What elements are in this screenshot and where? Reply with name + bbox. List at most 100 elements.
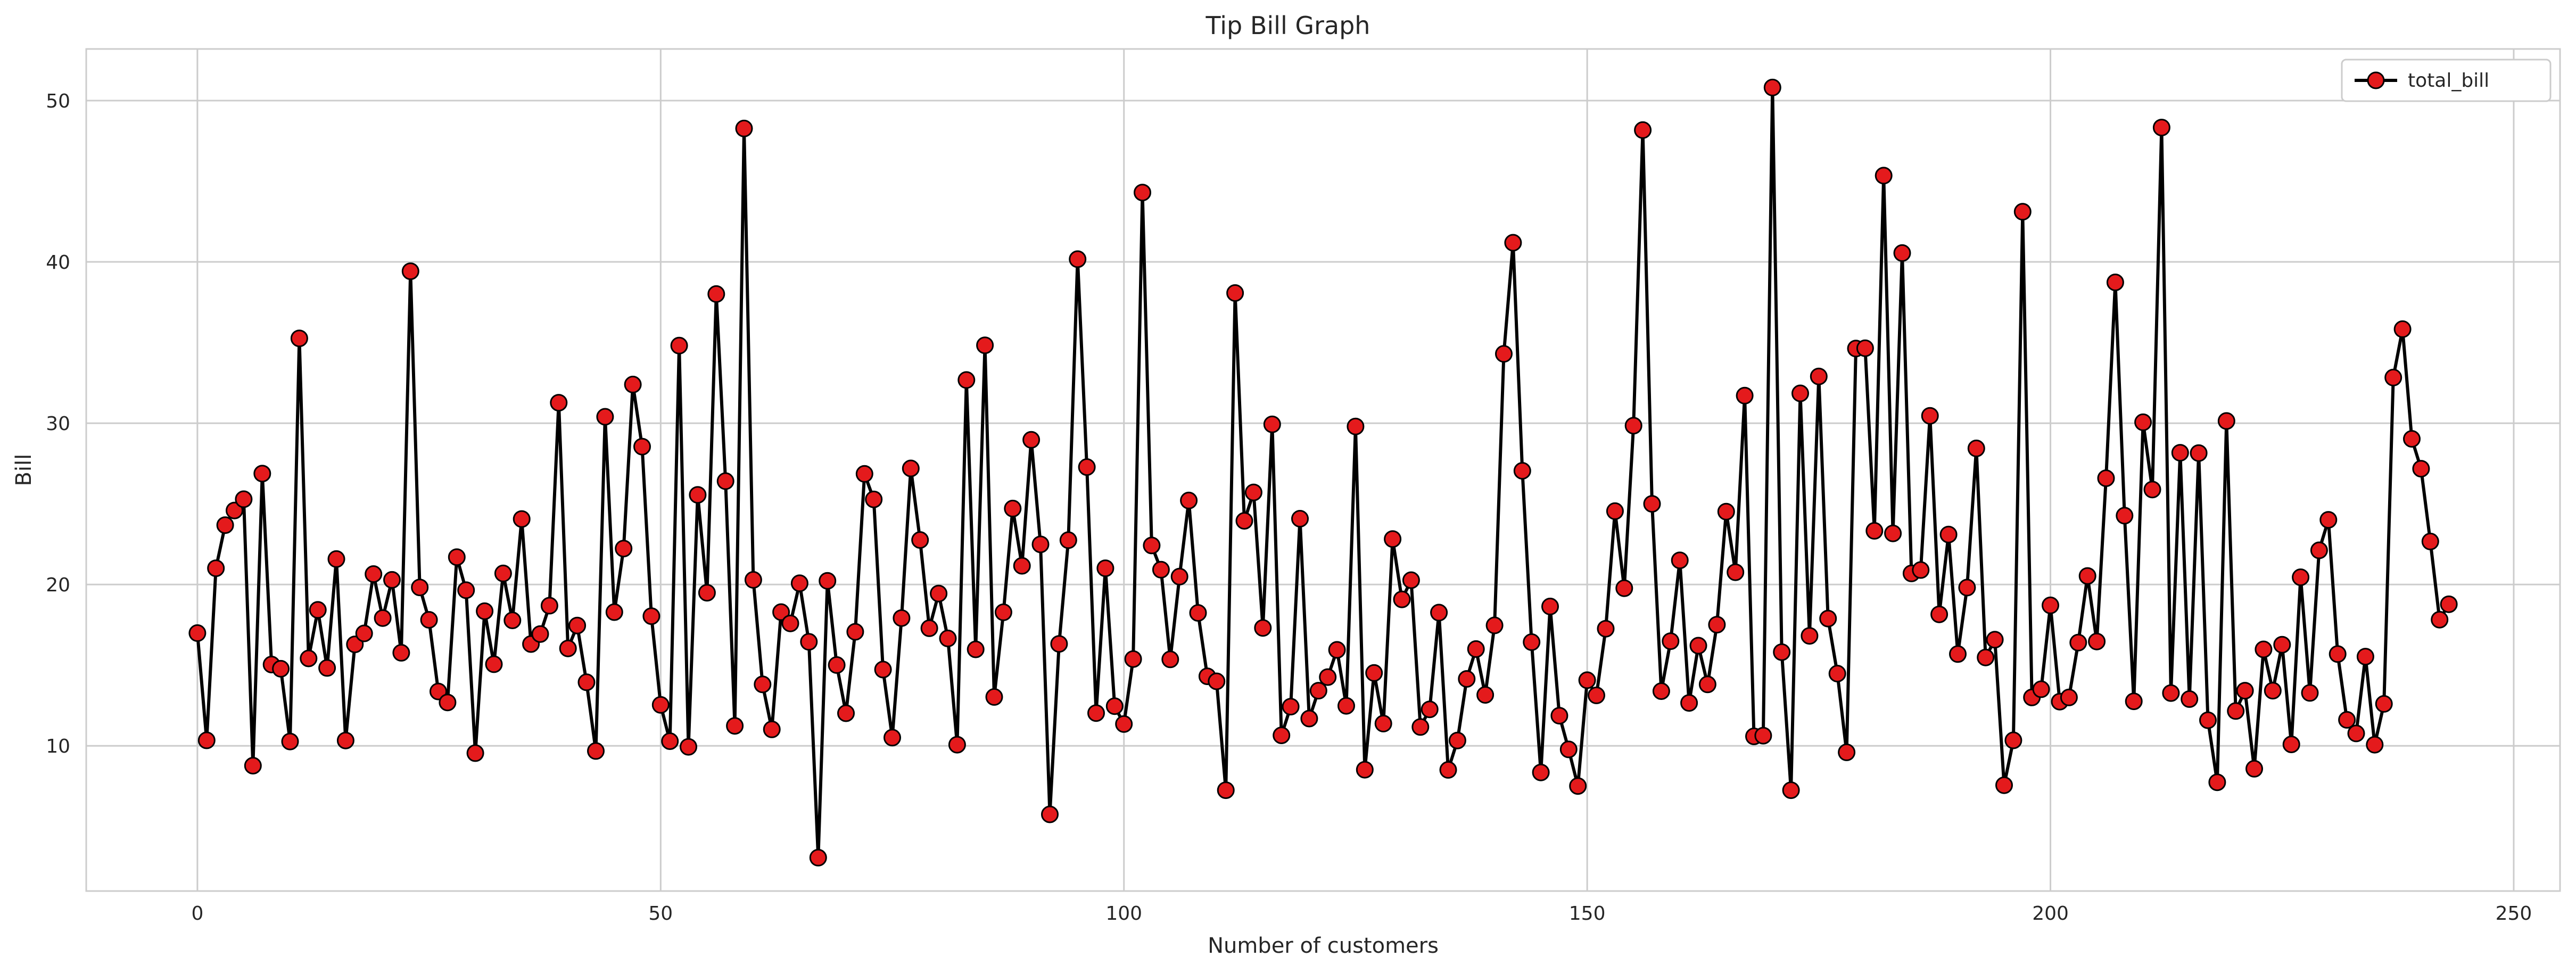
data-point bbox=[374, 609, 392, 627]
data-point bbox=[967, 640, 985, 658]
data-point bbox=[1977, 648, 1995, 666]
data-point bbox=[318, 659, 336, 677]
data-point bbox=[1384, 530, 1402, 548]
data-point bbox=[1439, 761, 1457, 779]
data-point bbox=[1300, 710, 1318, 728]
data-point bbox=[1958, 579, 1976, 597]
data-point bbox=[2227, 702, 2245, 720]
plot-area-frame bbox=[85, 48, 2561, 892]
data-point bbox=[281, 732, 299, 751]
data-point bbox=[2069, 633, 2087, 652]
data-point bbox=[1930, 605, 1948, 623]
data-point bbox=[2078, 567, 2096, 585]
data-point bbox=[420, 611, 438, 629]
data-point bbox=[577, 673, 596, 691]
data-point bbox=[207, 559, 225, 578]
x-tick-label: 50 bbox=[648, 903, 673, 925]
chart-title: Tip Bill Graph bbox=[1206, 11, 1370, 40]
data-point bbox=[1893, 244, 1911, 262]
data-point bbox=[2393, 320, 2412, 338]
data-point bbox=[466, 744, 484, 762]
y-tick-label: 50 bbox=[46, 90, 70, 112]
y-tick-label: 10 bbox=[46, 736, 70, 757]
data-point bbox=[726, 717, 744, 735]
data-point bbox=[1588, 686, 1605, 704]
data-point bbox=[642, 607, 660, 625]
data-point bbox=[948, 736, 966, 754]
data-point bbox=[1671, 551, 1689, 570]
data-point bbox=[2264, 682, 2282, 700]
data-point bbox=[1875, 167, 1893, 185]
data-point bbox=[661, 732, 679, 750]
data-point bbox=[2403, 430, 2421, 448]
data-point bbox=[1282, 698, 1300, 716]
data-point bbox=[476, 602, 494, 620]
data-point bbox=[809, 848, 827, 867]
data-point bbox=[1559, 740, 1578, 758]
x-tick-label: 200 bbox=[2032, 903, 2069, 925]
data-point bbox=[1180, 491, 1198, 509]
data-point bbox=[1356, 761, 1374, 779]
data-point bbox=[1448, 731, 1466, 749]
data-point bbox=[540, 597, 558, 615]
data-point bbox=[2032, 680, 2050, 698]
data-point bbox=[1541, 597, 1559, 615]
data-point bbox=[865, 490, 883, 508]
legend: total_bill bbox=[2341, 59, 2552, 102]
data-point bbox=[401, 262, 419, 281]
data-point bbox=[1291, 510, 1309, 527]
data-point bbox=[1532, 763, 1550, 781]
data-point bbox=[531, 625, 549, 643]
data-point bbox=[846, 623, 864, 641]
data-point bbox=[1801, 627, 1819, 645]
data-point bbox=[1402, 571, 1420, 589]
data-point bbox=[1949, 645, 1967, 663]
data-point bbox=[680, 738, 697, 756]
x-tick-label: 250 bbox=[2496, 903, 2532, 925]
data-point bbox=[1273, 727, 1291, 744]
data-point bbox=[2097, 469, 2115, 487]
data-point bbox=[1096, 559, 1114, 578]
data-point bbox=[1634, 121, 1652, 139]
data-point bbox=[2152, 119, 2170, 137]
data-point bbox=[1078, 458, 1096, 476]
data-point bbox=[2013, 203, 2032, 221]
data-point bbox=[2356, 648, 2374, 666]
data-point bbox=[1754, 727, 1772, 745]
data-point bbox=[1523, 633, 1541, 651]
data-point bbox=[1504, 234, 1522, 252]
data-point bbox=[800, 633, 818, 651]
data-point bbox=[1662, 632, 1680, 650]
data-point bbox=[911, 531, 929, 549]
data-point bbox=[1838, 743, 1856, 761]
legend-box bbox=[2341, 59, 2552, 102]
data-point bbox=[2375, 695, 2393, 713]
data-point bbox=[902, 459, 920, 477]
data-point bbox=[2319, 511, 2338, 529]
data-point bbox=[716, 472, 734, 490]
data-point bbox=[1217, 781, 1235, 799]
data-point bbox=[994, 603, 1012, 621]
data-point bbox=[2347, 724, 2365, 743]
data-point bbox=[2338, 711, 2356, 729]
data-point bbox=[365, 565, 383, 583]
data-point bbox=[568, 616, 587, 634]
data-point bbox=[1254, 619, 1272, 637]
data-point bbox=[1597, 620, 1615, 638]
data-point bbox=[707, 285, 725, 303]
data-point bbox=[605, 603, 623, 621]
data-point bbox=[651, 696, 670, 714]
data-point bbox=[550, 394, 568, 412]
data-point bbox=[2208, 773, 2226, 791]
data-point bbox=[1041, 805, 1059, 823]
data-point bbox=[1810, 367, 1828, 385]
data-point bbox=[939, 629, 957, 647]
data-point bbox=[1115, 715, 1133, 733]
data-point bbox=[1717, 502, 1735, 521]
data-point bbox=[2310, 541, 2328, 559]
data-point bbox=[1819, 609, 1837, 628]
data-point bbox=[1986, 631, 2004, 649]
data-point bbox=[1124, 650, 1142, 668]
data-point bbox=[2236, 682, 2254, 700]
